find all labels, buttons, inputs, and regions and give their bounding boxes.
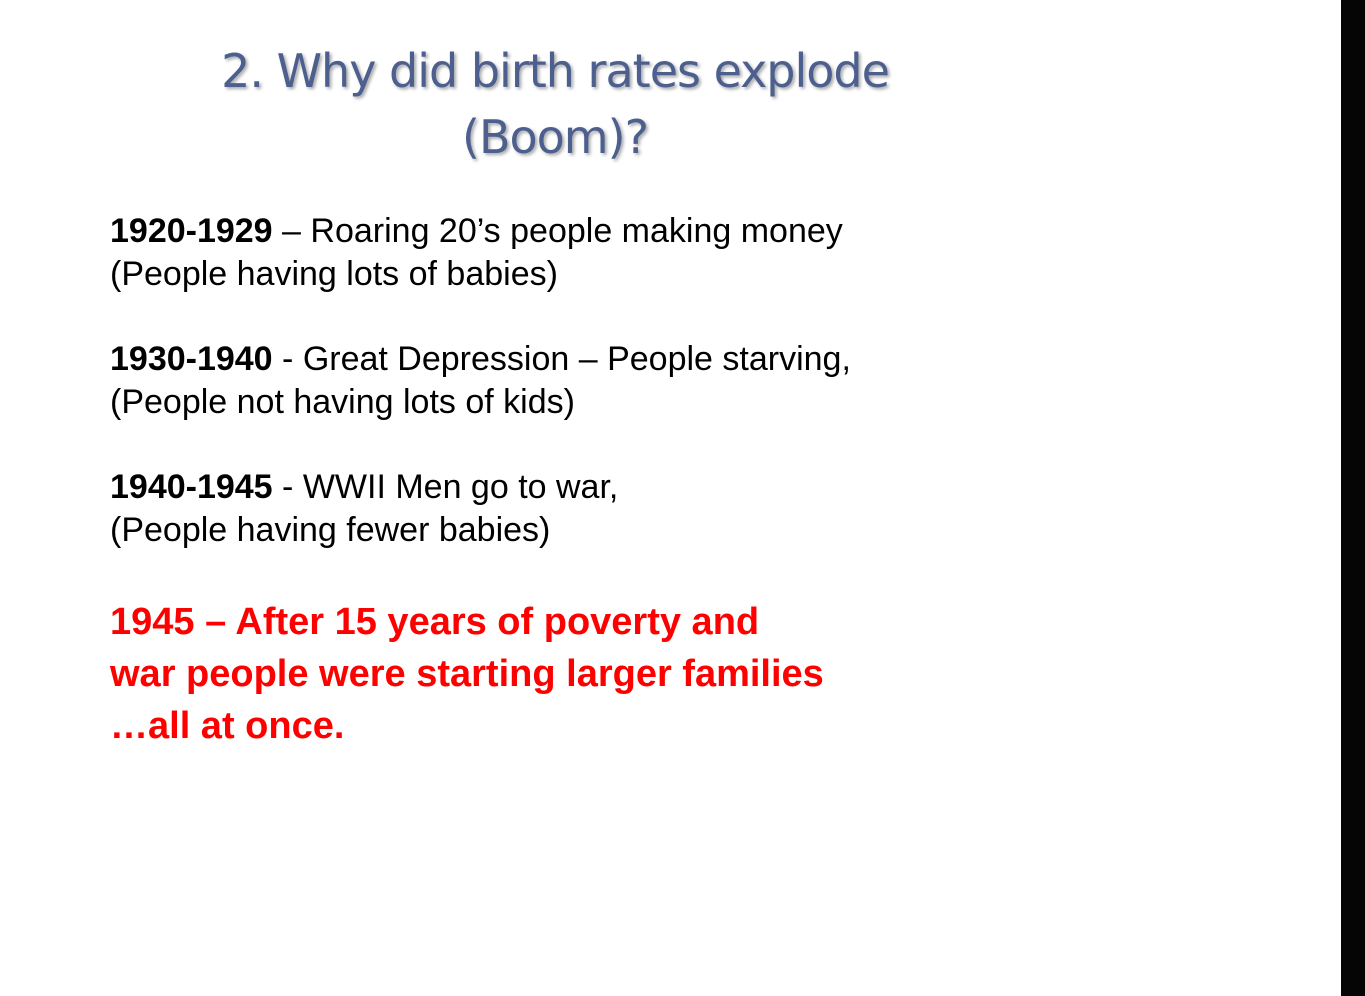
entry-heading-line: 1930-1940 - Great Depression – People st…	[110, 338, 851, 381]
entry-years: 1940-1945	[110, 468, 273, 506]
entry-note: (People not having lots of kids)	[110, 383, 575, 421]
entry-description: - Great Depression – People starving,	[272, 340, 851, 378]
window-edge-bar	[1341, 0, 1365, 996]
timeline-entry-1920: 1920-1929 – Roaring 20’s people making m…	[110, 210, 843, 296]
slide-title: 2. Why did birth rates explode (Boom)?	[150, 38, 960, 170]
slide-title-line-1: 2. Why did birth rates explode	[221, 44, 890, 98]
timeline-entry-1940: 1940-1945 - WWII Men go to war, (People …	[110, 466, 618, 552]
conclusion-line-3: …all at once.	[110, 705, 345, 747]
conclusion-line-1: 1945 – After 15 years of poverty and	[110, 601, 760, 643]
timeline-entry-1930: 1930-1940 - Great Depression – People st…	[110, 338, 851, 424]
entry-heading-line: 1940-1945 - WWII Men go to war,	[110, 466, 618, 509]
conclusion-statement: 1945 – After 15 years of poverty and war…	[110, 596, 824, 752]
entry-heading-line: 1920-1929 – Roaring 20’s people making m…	[110, 210, 843, 253]
entry-description: - WWII Men go to war,	[272, 468, 619, 506]
conclusion-line-2: war people were starting larger families	[110, 653, 824, 695]
slide-title-line-2: (Boom)?	[462, 110, 649, 164]
entry-description: – Roaring 20’s people making money	[272, 212, 843, 250]
entry-years: 1930-1940	[110, 340, 273, 378]
entry-note: (People having fewer babies)	[110, 511, 551, 549]
entry-note: (People having lots of babies)	[110, 255, 558, 293]
entry-years: 1920-1929	[110, 212, 273, 250]
